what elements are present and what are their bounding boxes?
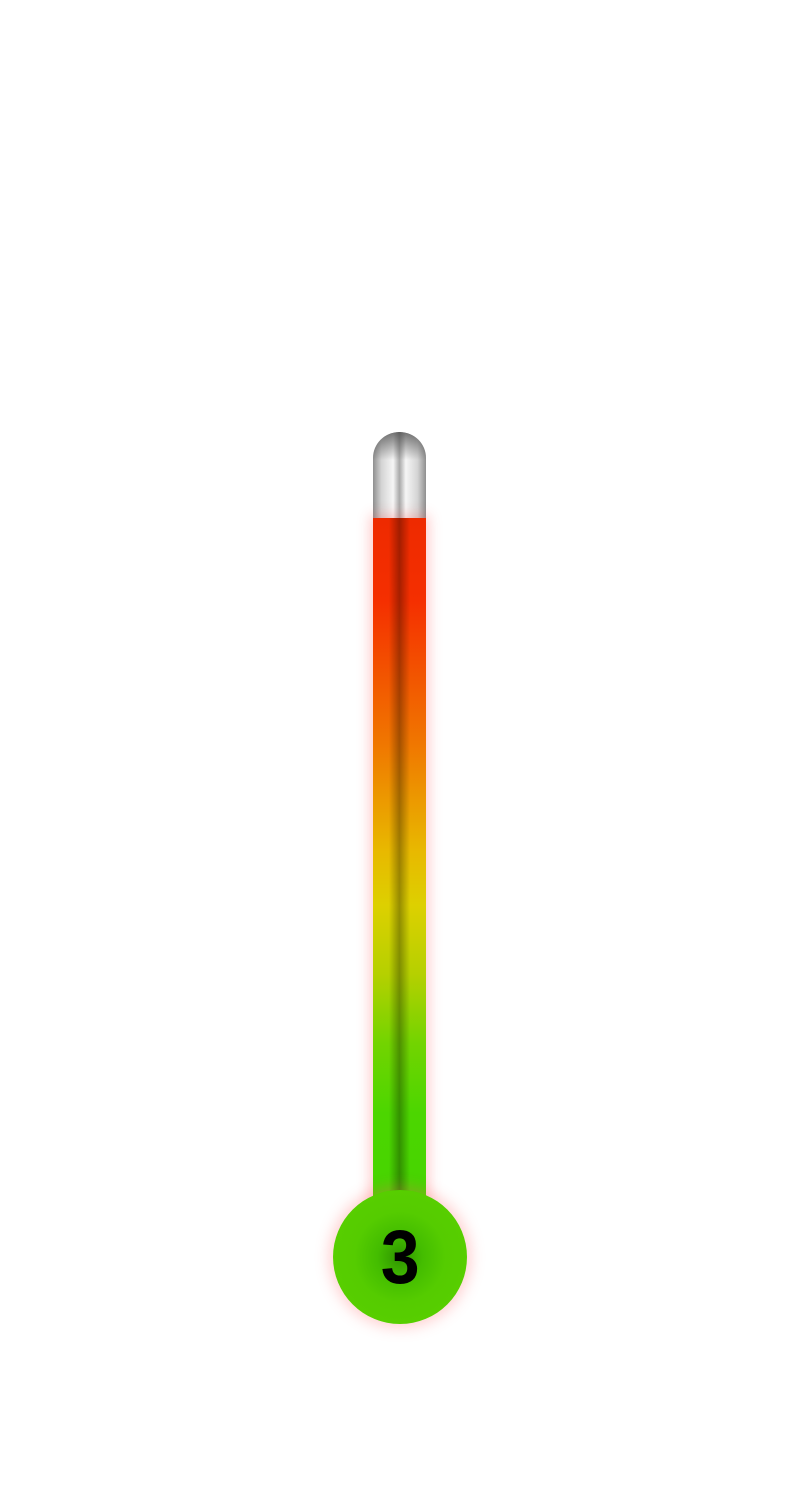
thermometer-fill bbox=[373, 517, 426, 1210]
level-value: 3 bbox=[380, 1215, 420, 1300]
thermometer-bulb: 3 bbox=[333, 1190, 467, 1324]
thermometer-cap bbox=[373, 432, 426, 460]
